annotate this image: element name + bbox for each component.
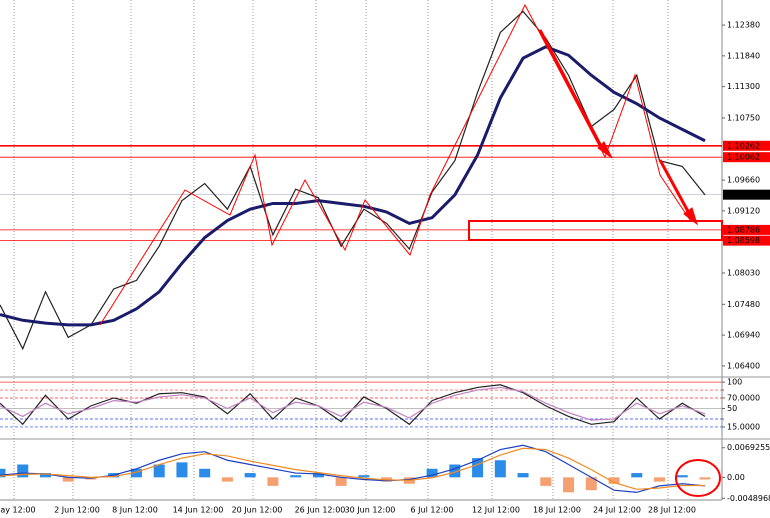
histogram-bar: [244, 473, 256, 478]
histogram-bar: [335, 477, 347, 486]
y-tick-label: 1.06940: [727, 331, 760, 340]
series-line: [0, 386, 706, 421]
y-tick-label: 50: [727, 404, 737, 413]
histogram-bar: [221, 477, 233, 482]
series-line: [0, 444, 706, 493]
y-tick-label: 15.0000: [727, 422, 760, 431]
y-tick-label: 1.06400: [727, 361, 760, 370]
histogram-bar: [17, 464, 29, 478]
arrow: [538, 29, 605, 151]
histogram-bar: [130, 468, 142, 478]
y-tick-label: 1.09660: [727, 176, 760, 185]
zigzag: [99, 3, 691, 326]
histogram-bar: [0, 468, 6, 478]
level-label-bg: [723, 235, 770, 246]
level-label: 1.08786: [727, 225, 760, 234]
level-label-bg: [723, 140, 770, 151]
histogram-bar: [176, 462, 188, 478]
x-tick-label: 20 Jun 12:00: [232, 506, 283, 515]
histogram-bar: [585, 477, 597, 491]
x-tick-label: 24 Jul 12:00: [593, 506, 641, 515]
histogram-bar: [472, 458, 484, 478]
level-label: 1.08598: [727, 236, 760, 245]
target-box: [468, 220, 723, 241]
last-price-bg: [723, 189, 770, 200]
x-tick-label: 28 Jul 12:00: [648, 506, 696, 515]
level-label: 1.10262: [727, 141, 760, 150]
histogram-bar: [676, 475, 688, 478]
histogram-bar: [153, 464, 165, 478]
y-tick-label: 1.11840: [727, 51, 760, 60]
highlight-circle: [675, 459, 721, 497]
series-line: [0, 447, 705, 490]
level-label: 1.10062: [727, 153, 760, 162]
annotations: [99, 3, 723, 497]
y-tick-label: 0.00: [727, 473, 745, 482]
y-tick-label: 70.0000: [727, 393, 760, 402]
level-label-bg: [724, 385, 770, 396]
x-tick-label: 2 Jun 12:00: [54, 506, 100, 515]
histogram-bar: [290, 475, 302, 478]
histogram-bar: [267, 477, 279, 486]
x-tick-label: 6 Jul 12:00: [411, 506, 454, 515]
histogram-bar: [449, 464, 461, 478]
y-tick-label: -0.0048968: [727, 494, 770, 503]
histogram-bar: [199, 468, 211, 478]
arrow: [658, 159, 692, 216]
y-tick-label: 0.0069255: [727, 443, 770, 452]
histogram-bar: [312, 473, 324, 478]
histogram-bar: [563, 477, 575, 493]
x-tick-label: ay 12:00: [0, 506, 35, 515]
x-tick-label: 8 Jun 12:00: [112, 506, 158, 515]
histogram-bar: [699, 477, 711, 480]
y-tick-label: 100: [727, 378, 742, 387]
y-tick-label: 1.11300: [727, 82, 760, 91]
histogram-bar: [654, 477, 666, 482]
series-line: [0, 45, 706, 327]
histogram-bar: [540, 477, 552, 486]
histogram-bar: [517, 473, 529, 478]
x-tick-label: 12 Jul 12:00: [472, 506, 520, 515]
arrow-head: [597, 141, 613, 159]
y-tick-label: 1.08030: [727, 268, 760, 277]
level-label-bg: [724, 414, 770, 425]
y-tick-label: 1.07480: [727, 300, 760, 309]
x-tick-label: 18 Jul 12:00: [533, 506, 581, 515]
y-tick-label: 1.12380: [727, 21, 760, 30]
x-tick-label: 30 Jun 12:00: [345, 506, 396, 515]
histogram-bar: [39, 473, 51, 478]
level-label-bg: [723, 224, 770, 235]
y-tick-label: 1.10750: [727, 113, 760, 122]
histogram-bar: [62, 477, 74, 482]
histogram-bar: [426, 468, 438, 478]
histogram-bar: [494, 460, 506, 478]
level-label-bg: [723, 152, 770, 163]
y-tick-label: 1.09120: [727, 206, 760, 215]
histogram-bar: [608, 477, 620, 484]
last-price-label: 1.09404: [727, 190, 760, 199]
histogram-bar: [631, 473, 643, 478]
x-tick-label: 14 Jun 12:00: [173, 506, 224, 515]
histogram-bar: [358, 475, 370, 478]
x-tick-label: 26 Jun 12:00: [295, 506, 346, 515]
